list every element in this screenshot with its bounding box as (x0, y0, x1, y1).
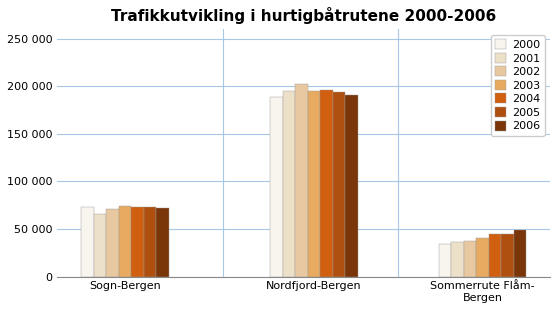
Bar (157, 208, 169, 277)
Legend: 2000, 2001, 2002, 2003, 2004, 2005, 2006: 2000, 2001, 2002, 2003, 2004, 2005, 2006 (491, 35, 545, 136)
Bar (270, 97, 282, 277)
Bar (489, 234, 501, 277)
Bar (439, 244, 451, 277)
Bar (131, 207, 144, 277)
Bar (345, 95, 358, 277)
Bar (282, 91, 295, 277)
Bar (106, 209, 119, 277)
Bar (295, 84, 307, 277)
Bar (514, 230, 526, 277)
Bar (476, 237, 489, 277)
Bar (451, 242, 464, 277)
Bar (307, 91, 320, 277)
Bar (94, 214, 106, 277)
Bar (144, 207, 157, 277)
Bar (464, 241, 476, 277)
Bar (333, 92, 345, 277)
Bar (81, 207, 94, 277)
Bar (119, 206, 131, 277)
Bar (501, 234, 514, 277)
Title: Trafikkutvikling i hurtigbåtrutene 2000-2006: Trafikkutvikling i hurtigbåtrutene 2000-… (111, 7, 496, 24)
Bar (320, 90, 333, 277)
